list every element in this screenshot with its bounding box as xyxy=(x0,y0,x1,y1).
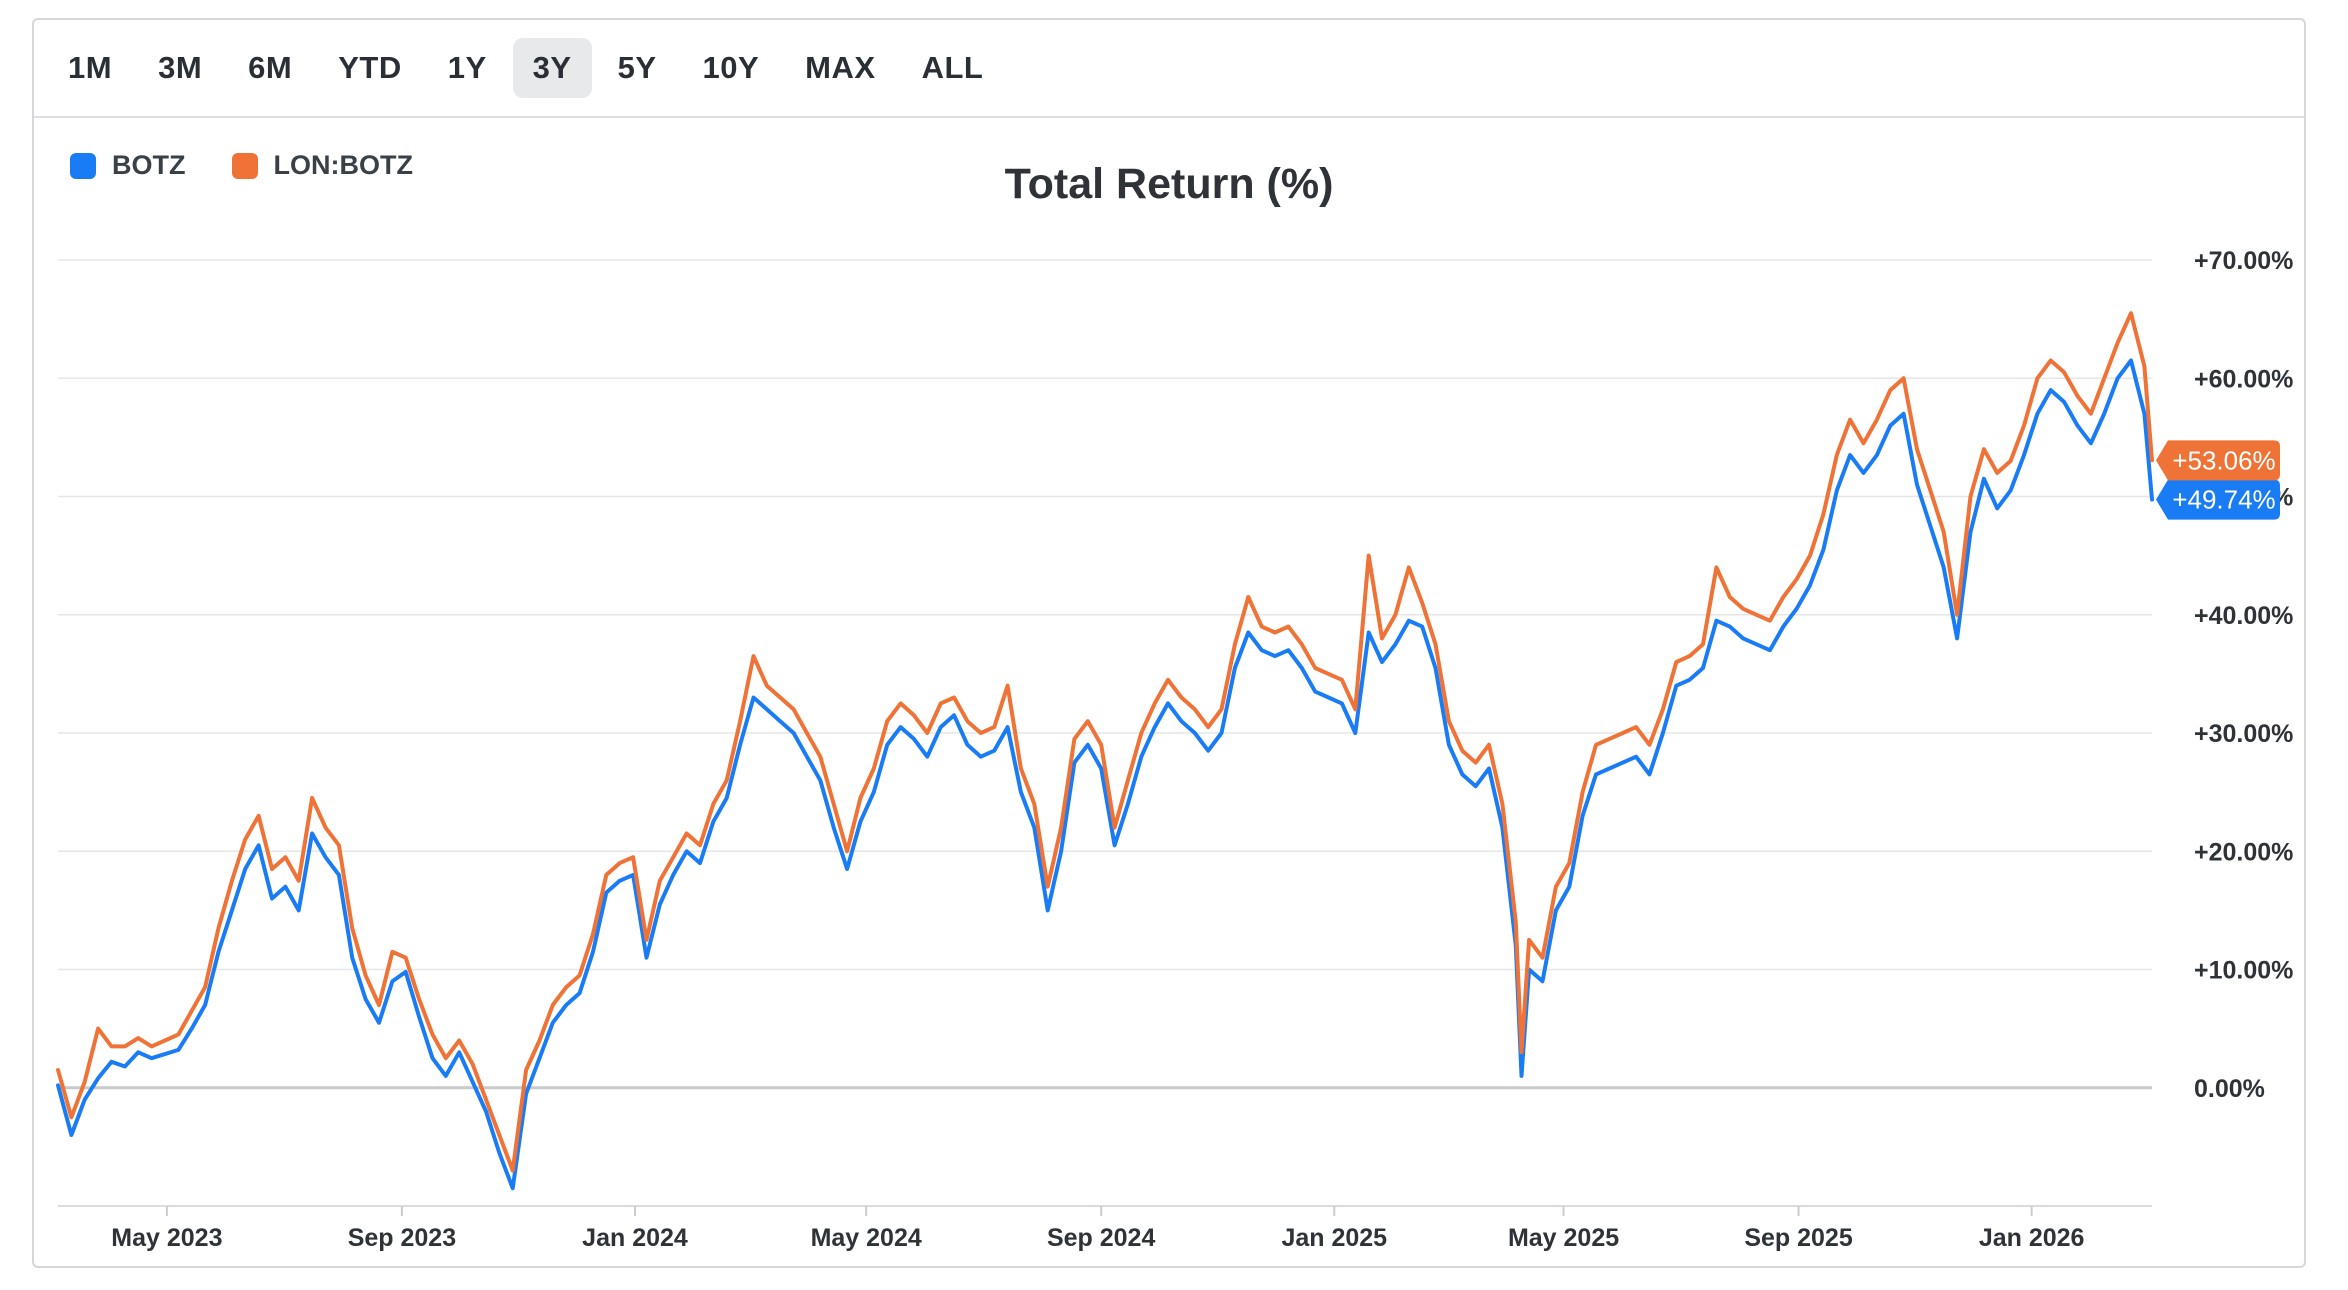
legend-item-botz[interactable]: BOTZ xyxy=(70,150,186,181)
badge-label: +49.74% xyxy=(2172,485,2275,515)
x-tick-label: Jan 2024 xyxy=(582,1224,688,1252)
badge-label: +53.06% xyxy=(2172,445,2275,475)
time-range-selector: 1M 3M 6M YTD 1Y 3Y 5Y 10Y MAX ALL xyxy=(34,20,2304,118)
x-tick-label: May 2024 xyxy=(811,1224,922,1252)
range-ytd-button[interactable]: YTD xyxy=(338,50,402,85)
y-tick-label: +70.00% xyxy=(2194,247,2293,275)
range-1m-button[interactable]: 1M xyxy=(68,50,113,85)
range-10y-button[interactable]: 10Y xyxy=(702,50,760,85)
last-value-badge-botz: +49.74% xyxy=(2156,479,2280,520)
legend-swatch-lon-botz xyxy=(231,152,258,179)
grid-layer xyxy=(58,259,2152,1090)
last-value-badge-lon-botz: +53.06% xyxy=(2156,440,2280,481)
range-all-button[interactable]: ALL xyxy=(921,50,984,85)
y-tick-label: +40.00% xyxy=(2194,602,2293,630)
range-max-button[interactable]: MAX xyxy=(805,50,876,85)
legend-item-lon-botz[interactable]: LON:BOTZ xyxy=(231,150,413,181)
x-tick-label: May 2025 xyxy=(1508,1224,1619,1252)
range-6m-button[interactable]: 6M xyxy=(248,50,293,85)
chart-card: 1M 3M 6M YTD 1Y 3Y 5Y 10Y MAX ALL BOTZ L… xyxy=(32,18,2306,1268)
x-tick-label: Sep 2025 xyxy=(1744,1224,1853,1252)
legend-label-lon-botz: LON:BOTZ xyxy=(273,150,413,180)
chart-legend: BOTZ LON:BOTZ xyxy=(70,150,459,181)
y-tick-label: +30.00% xyxy=(2194,720,2293,748)
legend-label-botz: BOTZ xyxy=(112,150,186,180)
series-line-lon-botz xyxy=(56,311,2154,1173)
x-tick-label: Jan 2025 xyxy=(1281,1224,1387,1252)
chart-title: Total Return (%) xyxy=(1004,160,1334,208)
y-tick-label: +10.00% xyxy=(2194,957,2293,985)
range-5y-button[interactable]: 5Y xyxy=(617,50,657,85)
x-tick-label: Sep 2023 xyxy=(348,1224,456,1252)
line-chart[interactable]: 0.00%+10.00%+20.00%+30.00%+40.00%+50.00%… xyxy=(34,20,2308,1270)
y-tick-label: +60.00% xyxy=(2194,365,2293,393)
range-3m-button[interactable]: 3M xyxy=(158,50,203,85)
x-tick-label: Jan 2026 xyxy=(1979,1224,2085,1252)
badge-layer: +49.74% +53.06% xyxy=(2156,440,2280,520)
x-tick-label: Sep 2024 xyxy=(1047,1224,1156,1252)
x-tick-label: May 2023 xyxy=(111,1224,222,1252)
series-layer xyxy=(56,311,2154,1191)
badge-shape xyxy=(2156,479,2280,520)
badge-shape xyxy=(2156,440,2280,481)
y-tick-label: 0.00% xyxy=(2194,1075,2265,1103)
y-tick-label: +20.00% xyxy=(2194,838,2293,866)
legend-swatch-botz xyxy=(70,152,96,179)
range-3y-button[interactable]: 3Y xyxy=(512,38,592,98)
range-1y-button[interactable]: 1Y xyxy=(447,50,487,85)
series-line-botz xyxy=(56,358,2154,1191)
axis-layer: 0.00%+10.00%+20.00%+30.00%+40.00%+50.00%… xyxy=(58,247,2293,1252)
